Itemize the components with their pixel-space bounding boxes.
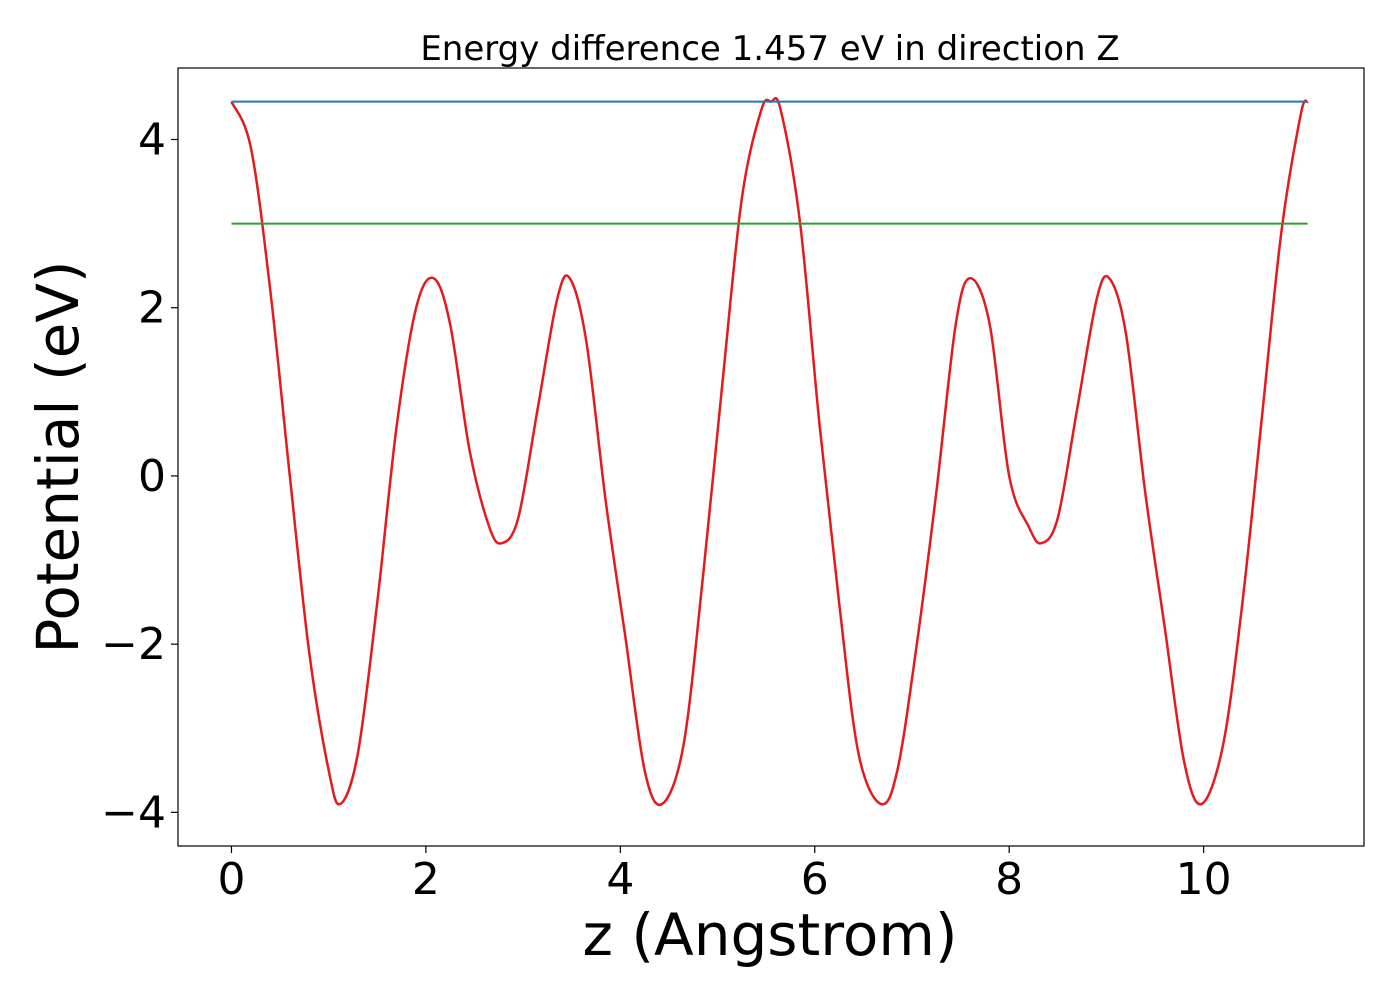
x-tick-label: 10 [1176,854,1232,905]
chart-title: Energy difference 1.457 eV in direction … [420,29,1119,69]
x-tick-label: 6 [801,854,829,905]
series-line-1 [230,96,1309,807]
y-tick-label: 2 [138,283,166,334]
x-tick-label: 4 [606,854,634,905]
x-axis-label: z (Angstrom) [583,901,958,969]
y-axis-label: Potential (eV) [24,260,92,653]
y-tick-label: 0 [138,451,166,502]
y-axis-ticks: −4 −2 0 2 4 [101,114,178,838]
series-layer [230,96,1309,807]
x-axis-ticks: 0 2 4 6 8 10 [217,846,1232,905]
plot-frame [177,67,1365,847]
x-tick-label: 2 [412,854,440,905]
y-tick-label: −4 [101,787,166,838]
y-tick-label: −2 [101,619,166,670]
y-tick-label: 4 [138,114,166,165]
x-tick-label: 0 [217,854,245,905]
x-tick-label: 8 [995,854,1023,905]
